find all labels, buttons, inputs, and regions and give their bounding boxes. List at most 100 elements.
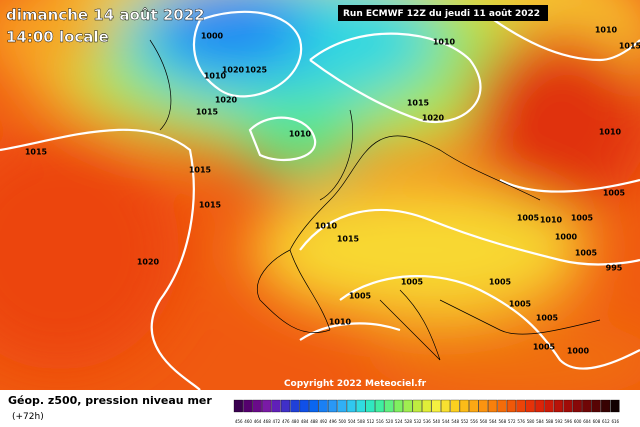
scale-swatch: [318, 399, 328, 413]
scale-label: 532: [414, 419, 422, 424]
scale-swatch: [478, 399, 488, 413]
scale-label: 616: [611, 419, 619, 424]
scale-label: 604: [583, 419, 591, 424]
scale-label: 468: [263, 419, 271, 424]
isobar-label: 1010: [289, 130, 312, 139]
isobar-label: 1000: [555, 233, 578, 242]
scale-label: 540: [433, 419, 441, 424]
run-box: [338, 5, 548, 21]
map-title: dimanche 14 août 2022: [6, 6, 205, 24]
run-info: Run ECMWF 12Z du jeudi 11 août 2022: [343, 9, 540, 19]
isobar-label: 1025: [245, 66, 268, 75]
isobar-label: 1000: [201, 32, 224, 41]
isobar-label: 1005: [571, 214, 594, 223]
isobar-label: 1005: [533, 343, 556, 352]
scale-label: 504: [348, 419, 356, 424]
scale-swatch: [582, 399, 592, 413]
scale-swatch: [422, 399, 432, 413]
scale-label: 544: [442, 419, 450, 424]
legend-title: Géop. z500, pression niveau mer: [8, 394, 212, 407]
scale-swatch: [271, 399, 281, 413]
scale-swatch: [497, 399, 507, 413]
isobar-label: 1005: [517, 214, 540, 223]
scale-label: 464: [254, 419, 262, 424]
scale-label: 476: [282, 419, 290, 424]
scale-label: 456: [235, 419, 243, 424]
coastlines: [149, 39, 601, 361]
scale-swatch: [544, 399, 554, 413]
isobar-label: 1005: [509, 300, 532, 309]
isobar-label: 1015: [337, 235, 360, 244]
scale-label: 592: [555, 419, 563, 424]
isobar-label: 1005: [401, 278, 424, 287]
scale-label: 584: [536, 419, 544, 424]
scale-label: 484: [301, 419, 309, 424]
scale-swatch: [610, 399, 620, 413]
isobar-label: 1020: [215, 96, 238, 105]
scale-label: 512: [367, 419, 375, 424]
scale-swatch: [563, 399, 573, 413]
scale-swatch: [233, 399, 243, 413]
isobar-label: 1015: [619, 42, 640, 51]
isobar-label: 1020: [137, 258, 160, 267]
scale-label: 588: [546, 419, 554, 424]
isobars: [0, 9, 640, 390]
scale-swatch: [535, 399, 545, 413]
isobar-label: 1010: [329, 318, 352, 327]
scale-swatch: [601, 399, 611, 413]
scale-swatch: [290, 399, 300, 413]
scale-label: 488: [310, 419, 318, 424]
scale-label: 520: [386, 419, 394, 424]
isobar-label: 1010: [433, 38, 456, 47]
isobar-label: 1010: [599, 128, 622, 137]
isobar-label: 1010: [204, 72, 227, 81]
scale-swatch: [440, 399, 451, 413]
scale-swatch: [469, 399, 479, 413]
scale-swatch: [450, 399, 460, 413]
scale-label: 596: [564, 419, 572, 424]
isobar-label: 1010: [595, 26, 618, 35]
scale-label: 460: [244, 419, 252, 424]
scale-swatch: [412, 399, 422, 413]
scale-label: 580: [527, 419, 535, 424]
scale-label: 492: [320, 419, 328, 424]
scale-swatch: [516, 399, 526, 413]
scale-label: 600: [574, 419, 582, 424]
scale-label: 552: [461, 419, 469, 424]
scale-swatch: [488, 399, 498, 413]
isobar-label: 1020: [222, 66, 245, 75]
scale-swatch: [393, 399, 404, 413]
scale-swatch: [327, 399, 338, 413]
scale-swatch: [403, 399, 413, 413]
scale-label: 612: [602, 419, 610, 424]
scale-swatch: [280, 399, 291, 413]
scale-swatch: [365, 399, 375, 413]
isobar-label: 1010: [540, 216, 563, 225]
scale-swatch: [243, 399, 253, 413]
scale-swatch: [309, 399, 319, 413]
scale-label: 548: [451, 419, 459, 424]
scale-swatch: [375, 399, 385, 413]
isobar-label: 1005: [489, 278, 512, 287]
scale-label: 572: [508, 419, 516, 424]
scale-swatch: [591, 399, 601, 413]
scale-label: 472: [273, 419, 281, 424]
isobar-label: 1005: [603, 189, 626, 198]
scale-swatch: [431, 399, 441, 413]
scale-label: 568: [498, 419, 506, 424]
isobar-label: 995: [606, 264, 623, 273]
isobar-label: 1010: [315, 222, 338, 231]
scale-swatch: [252, 399, 262, 413]
scale-label: 576: [517, 419, 525, 424]
scale-swatch: [337, 399, 347, 413]
map-field: [0, 0, 640, 390]
scale-label: 500: [338, 419, 346, 424]
scale-swatch: [553, 399, 564, 413]
isobar-label: 1005: [349, 292, 372, 301]
isobar-label: 1015: [407, 99, 430, 108]
scale-swatch: [356, 399, 366, 413]
scale-label: 528: [404, 419, 412, 424]
isobar-label: 1000: [567, 347, 590, 356]
scale-swatch: [525, 399, 535, 413]
scale-swatch: [262, 399, 272, 413]
